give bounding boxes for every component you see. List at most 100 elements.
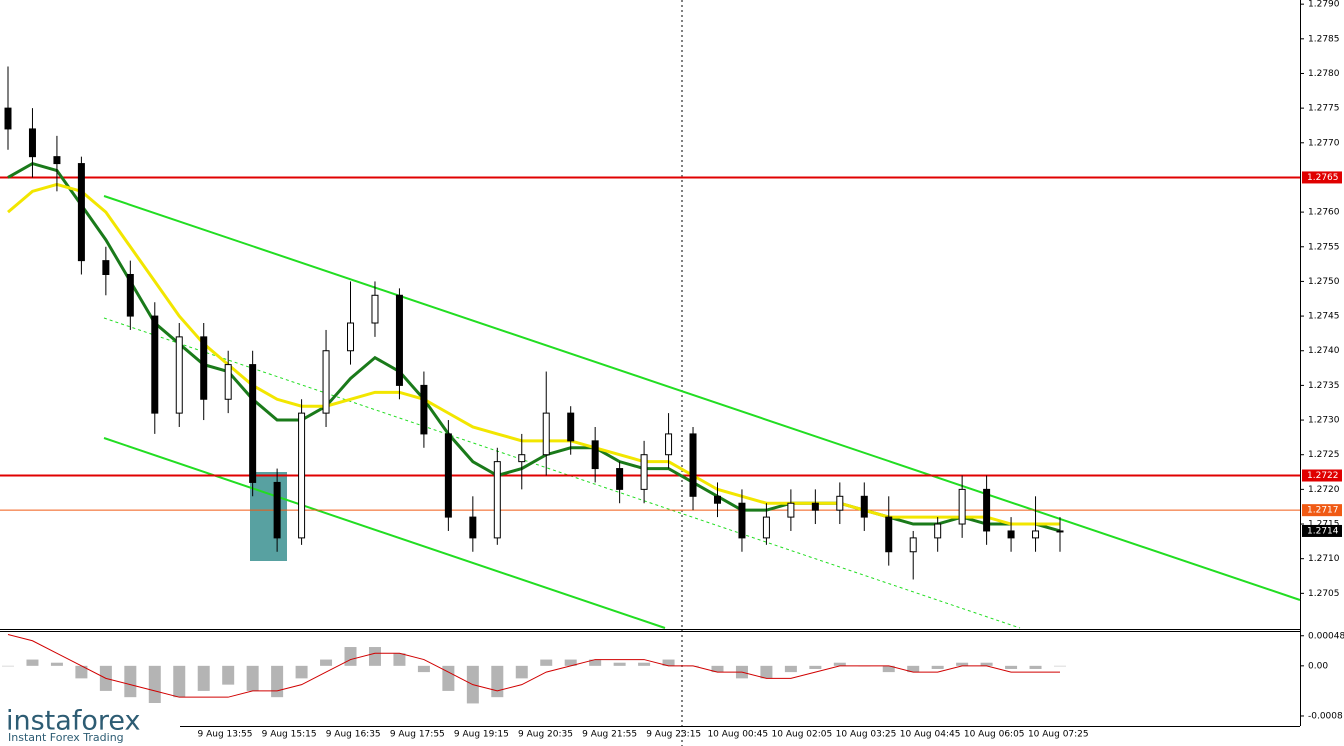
y-tick-label: 1.2740 — [1308, 346, 1340, 356]
candle-body — [738, 502, 746, 539]
candle-body — [542, 412, 550, 456]
macd-bar — [1054, 665, 1066, 667]
macd-bar — [271, 665, 284, 698]
y-tick-label: 1.2715 — [1308, 520, 1340, 530]
macd-bar — [515, 665, 528, 679]
macd-bar — [393, 653, 406, 666]
macd-bar — [613, 662, 626, 666]
candle-body — [77, 163, 85, 262]
candle-body — [322, 350, 330, 414]
candle-body — [762, 516, 770, 539]
y-tick-label: 0.00 — [1308, 661, 1328, 671]
macd-bar — [1029, 665, 1042, 669]
candle-body — [249, 364, 257, 483]
candle-body — [958, 488, 966, 525]
macd-bar — [368, 647, 381, 666]
macd-bar — [809, 665, 822, 669]
y-tick-label: 0.00048 — [1308, 631, 1344, 641]
macd-bar — [564, 659, 577, 666]
y-tick-label: 1.2780 — [1308, 69, 1340, 79]
y-tick-label: 1.2730 — [1308, 416, 1340, 426]
x-tick-label: 10 Aug 00:45 — [707, 730, 768, 740]
macd-bar — [417, 665, 430, 673]
x-tick-label: 9 Aug 17:55 — [390, 730, 445, 740]
candle-body — [640, 454, 648, 490]
macd-bar — [638, 662, 651, 666]
macd-bar — [197, 665, 210, 691]
candle-body — [689, 433, 697, 497]
candle-body — [983, 488, 991, 532]
level-label-box — [1302, 524, 1342, 537]
level-label-box — [1302, 171, 1342, 184]
macd-bar — [442, 665, 455, 691]
y-tick-label: 1.2775 — [1308, 104, 1340, 114]
y-tick-label: 1.2760 — [1308, 208, 1340, 218]
candle-body — [347, 322, 355, 352]
candle-body — [518, 454, 526, 463]
candle-body — [616, 468, 624, 490]
channel-upper — [103, 195, 1301, 601]
candle-body — [713, 495, 721, 504]
x-tick-label: 9 Aug 15:15 — [262, 730, 317, 740]
x-tick-label: 10 Aug 07:25 — [1028, 730, 1089, 740]
channel-lower — [103, 437, 666, 629]
macd-bar — [882, 665, 895, 673]
candle-body — [151, 315, 159, 414]
logo-name: instaforex — [6, 706, 140, 737]
candle-body — [591, 440, 599, 470]
macd-bar — [931, 665, 944, 669]
candle-body — [811, 502, 819, 511]
level-label: 1.2765 — [1307, 173, 1339, 183]
macd-bar — [320, 659, 333, 666]
x-tick-label: 10 Aug 02:05 — [772, 730, 833, 740]
candle-body — [885, 516, 893, 553]
y-tick-label: 1.2745 — [1308, 312, 1340, 322]
macd-bar — [711, 665, 724, 673]
macd-bar — [833, 662, 846, 666]
y-tick-label: 1.2750 — [1308, 277, 1340, 287]
y-tick-label: 1.2735 — [1308, 381, 1340, 391]
candle-body — [1007, 530, 1015, 539]
candle-body — [1032, 530, 1040, 539]
y-tick-label: 1.2725 — [1308, 450, 1340, 460]
candle-body — [860, 495, 868, 518]
candle-body — [934, 523, 942, 539]
level-label-box — [1302, 469, 1342, 482]
x-tick-label: 10 Aug 03:25 — [836, 730, 897, 740]
candle-body — [175, 336, 183, 414]
y-tick-label: 1.2720 — [1308, 485, 1340, 495]
macd-bar — [1005, 665, 1018, 669]
macd-bar — [173, 665, 186, 698]
logo-box — [0, 703, 180, 746]
macd-bar — [124, 665, 137, 698]
x-tick-label: 10 Aug 06:05 — [964, 730, 1025, 740]
macd-bar — [344, 647, 357, 666]
candle-body — [420, 384, 428, 435]
macd-bar — [222, 665, 235, 685]
macd-bar — [75, 665, 88, 679]
macd-bar — [956, 662, 969, 666]
candle-body — [4, 107, 12, 130]
x-tick-label: 9 Aug 20:35 — [518, 730, 573, 740]
macd-bar — [540, 659, 553, 666]
x-tick-label: 9 Aug 21:55 — [582, 730, 637, 740]
macd-bar — [980, 662, 993, 666]
candle-body — [469, 516, 477, 539]
macd-bar — [589, 659, 602, 666]
candle-body — [102, 260, 110, 275]
macd-bar — [491, 665, 504, 698]
y-tick-label: 1.2790 — [1308, 0, 1340, 10]
macd-bar — [295, 665, 308, 679]
macd-bar — [662, 659, 675, 666]
y-tick-label: 1.2785 — [1308, 34, 1340, 44]
entry-zone — [250, 472, 287, 561]
candle-body — [126, 273, 134, 317]
logo-tagline: Instant Forex Trading — [8, 731, 124, 744]
candle-body — [273, 481, 281, 539]
y-tick-label: -0.0008 — [1308, 711, 1343, 721]
macd-bar — [26, 659, 39, 666]
level-label-box — [1302, 504, 1342, 517]
x-tick-label: 9 Aug 23:15 — [646, 730, 701, 740]
